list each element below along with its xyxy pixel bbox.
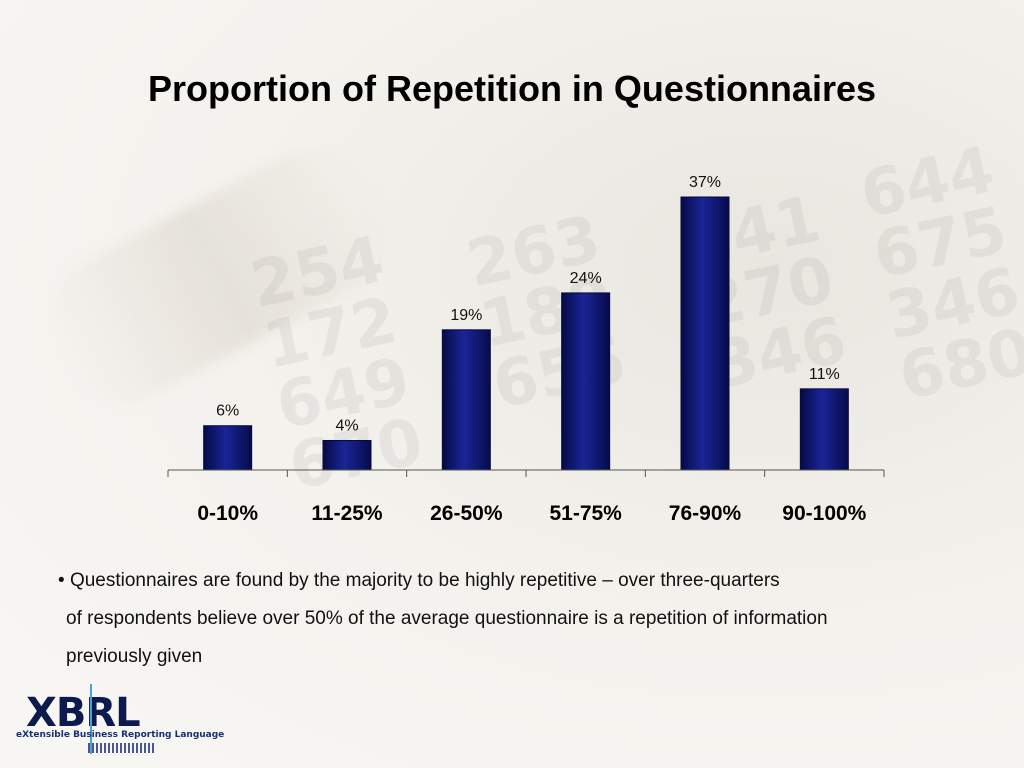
logo-stripes	[88, 743, 156, 753]
bar-51-75%	[561, 292, 611, 471]
category-label: 76-90%	[669, 502, 742, 525]
slide-title: Proportion of Repetition in Questionnair…	[147, 68, 876, 109]
summary-bullet: • Questionnaires are found by the majori…	[58, 562, 998, 676]
category-label: 26-50%	[430, 502, 503, 525]
category-label: 90-100%	[782, 502, 866, 525]
category-label: 0-10%	[197, 502, 258, 525]
data-label: 24%	[570, 270, 602, 287]
bar-76-90%	[680, 196, 730, 471]
bar-11-25%	[322, 439, 372, 471]
logo-wordmark: XBRL	[26, 690, 141, 736]
bar-chart: 6% 0-10% 4% 11-25% 19% 26-50% 24% 51-75% 37% 76-9…	[167, 174, 885, 525]
data-label: 4%	[335, 417, 358, 434]
bullet-marker: •	[58, 570, 65, 591]
summary-line-2: of respondents believe over 50% of the a…	[66, 608, 828, 629]
summary-line-3: previously given	[66, 646, 203, 667]
logo-tagline: eXtensible Business Reporting Language	[16, 730, 225, 740]
logo-accent-bar	[90, 684, 92, 754]
bar-26-50%	[441, 329, 491, 471]
category-label: 51-75%	[549, 502, 622, 525]
data-label: 19%	[450, 307, 482, 324]
bar-0-10%	[203, 425, 253, 471]
xbrl-logo: XBRL eXtensible Business Reporting Langu…	[16, 684, 224, 756]
summary-line-1: • Questionnaires are found by the majori…	[58, 562, 998, 600]
bar-90-100%	[799, 388, 849, 471]
data-label: 37%	[689, 174, 721, 191]
data-label: 11%	[809, 366, 840, 383]
data-label: 6%	[216, 403, 239, 420]
summary-text-1: Questionnaires are found by the majority…	[69, 570, 780, 591]
category-label: 11-25%	[311, 502, 383, 525]
